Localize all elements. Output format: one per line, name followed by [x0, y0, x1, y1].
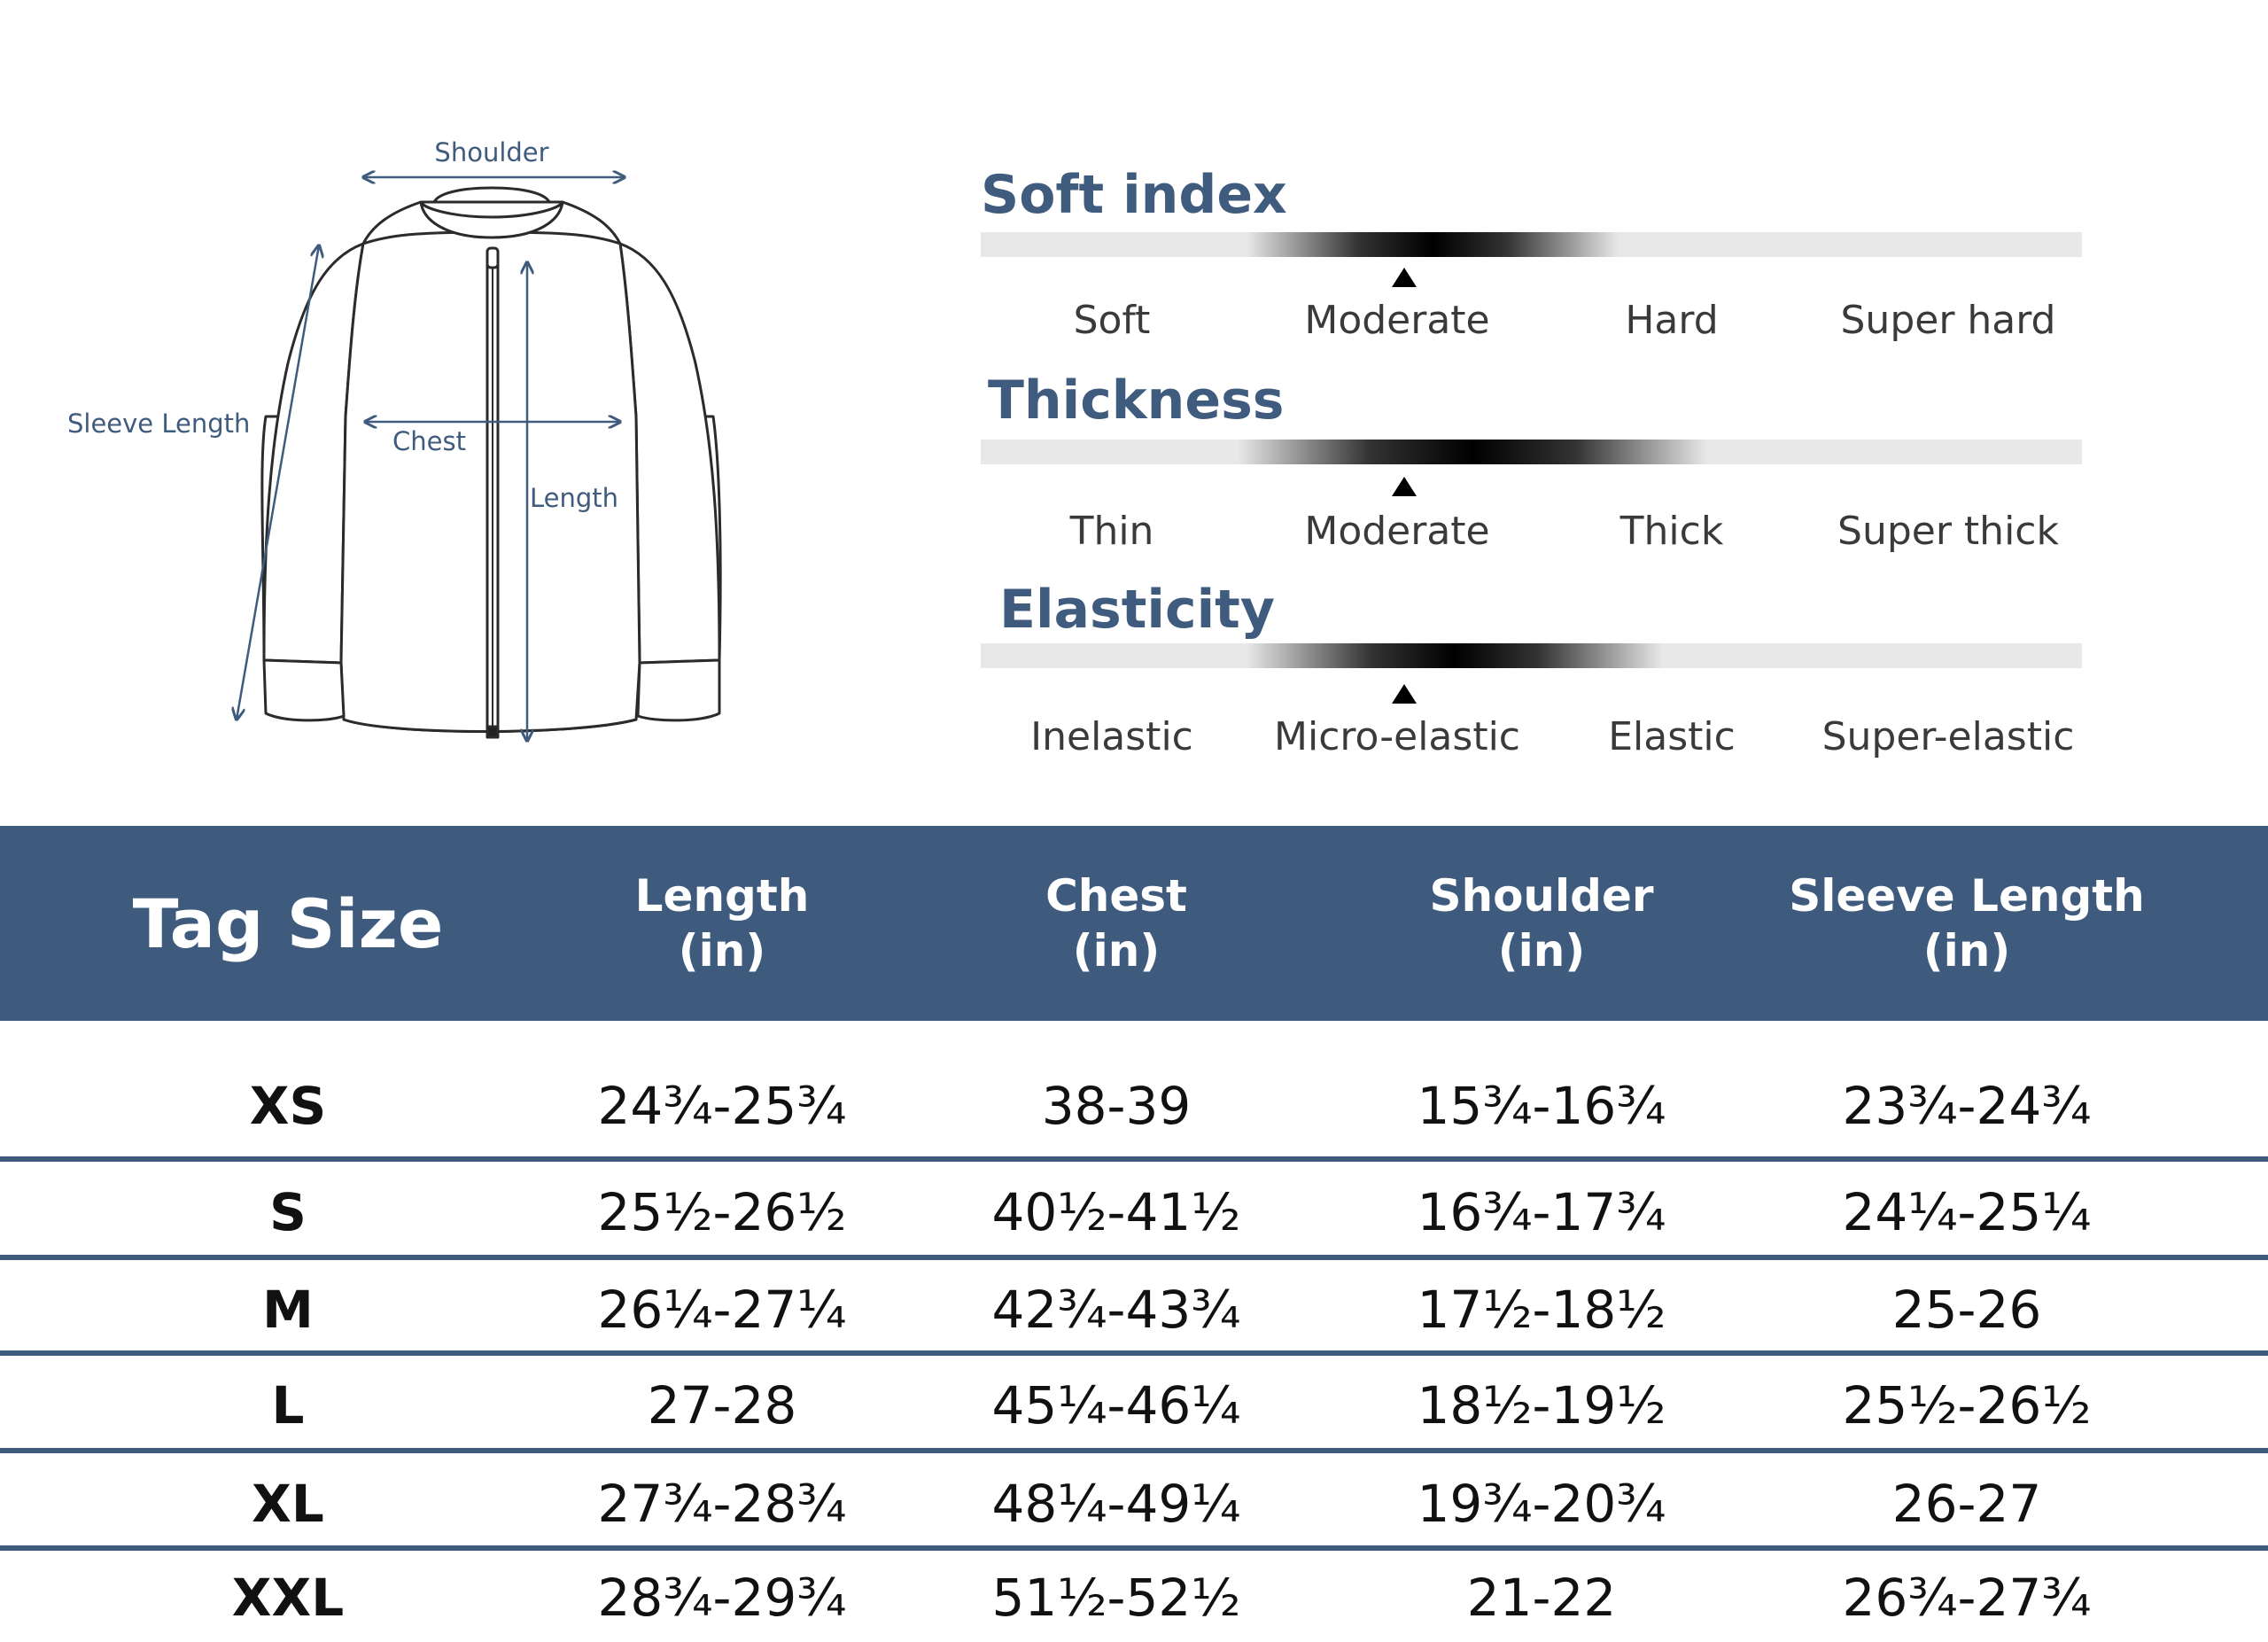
cell-length: 27¾-28¾ — [597, 1474, 847, 1534]
cell-sleeve-length: 26-27 — [1891, 1474, 2042, 1534]
cell-shoulder: 19¾-20¾ — [1417, 1474, 1666, 1534]
elasticity-option: Elastic — [1608, 714, 1736, 759]
thickness-option: Moderate — [1304, 509, 1490, 554]
cell-sleeve-length: 25½-26½ — [1842, 1375, 2092, 1436]
cell-tag-size: S — [269, 1182, 307, 1242]
thickness-option: Thin — [1069, 509, 1154, 554]
cell-shoulder: 15¾-16¾ — [1417, 1076, 1666, 1136]
elasticity-marker — [1392, 684, 1417, 704]
row-divider — [0, 1545, 2268, 1551]
cell-shoulder: 17½-18½ — [1417, 1280, 1666, 1340]
elasticity-option: Micro-elastic — [1274, 714, 1520, 759]
header-length: Length (in) — [634, 870, 810, 977]
thickness-option: Super thick — [1837, 509, 2059, 554]
header-sleeve-length: Sleeve Length (in) — [1789, 870, 2145, 977]
elasticity-options: Inelastic Micro-elastic Elastic Super-el… — [981, 711, 2082, 764]
cell-tag-size: XS — [249, 1076, 327, 1136]
thickness-bar — [981, 440, 2082, 464]
row-divider — [0, 1350, 2268, 1356]
cell-shoulder: 16¾-17¾ — [1417, 1182, 1666, 1242]
cell-chest: 45¼-46¼ — [991, 1375, 1241, 1436]
soft-index-title: Soft index — [981, 164, 1287, 226]
table-row: S 25½-26½ 40½-41½ 16¾-17¾ 24¼-25¼ — [0, 1177, 2268, 1248]
cell-length: 28¾-29¾ — [597, 1568, 847, 1628]
table-row: M 26¼-27¼ 42¾-43¾ 17½-18½ 25-26 — [0, 1274, 2268, 1345]
row-divider — [0, 1255, 2268, 1260]
table-row: XL 27¾-28¾ 48¼-49¼ 19¾-20¾ 26-27 — [0, 1468, 2268, 1539]
cell-length: 27-28 — [647, 1375, 797, 1436]
elasticity-title: Elasticity — [999, 579, 1275, 641]
soft-index-option: Hard — [1625, 298, 1719, 343]
cell-length: 24¾-25¾ — [597, 1076, 847, 1136]
cell-chest: 51½-52½ — [991, 1568, 1241, 1628]
cell-tag-size: XXL — [231, 1568, 345, 1628]
table-row: L 27-28 45¼-46¼ 18½-19½ 25½-26½ — [0, 1370, 2268, 1441]
row-divider — [0, 1156, 2268, 1162]
elasticity-option: Inelastic — [1030, 714, 1193, 759]
soft-index-marker — [1392, 268, 1417, 287]
header-tag-size: Tag Size — [132, 883, 444, 963]
sleeve-length-label: Sleeve Length — [67, 409, 250, 439]
soft-index-options: Soft Moderate Hard Super hard — [981, 294, 2082, 347]
cell-tag-size: XL — [252, 1474, 324, 1534]
cell-tag-size: M — [262, 1280, 314, 1340]
elasticity-option: Super-elastic — [1821, 714, 2075, 759]
cell-length: 26¼-27¼ — [597, 1280, 847, 1340]
soft-index-option: Super hard — [1840, 298, 2056, 343]
cell-chest: 42¾-43¾ — [991, 1280, 1241, 1340]
cell-sleeve-length: 23¾-24¾ — [1842, 1076, 2092, 1136]
soft-index-option: Soft — [1073, 298, 1151, 343]
jacket-diagram: Shoulder Chest Length Sleeve Length — [67, 137, 722, 798]
soft-index-bar — [981, 232, 2082, 257]
header-shoulder: Shoulder (in) — [1429, 870, 1654, 977]
thickness-option: Thick — [1619, 509, 1724, 554]
elasticity-bar — [981, 643, 2082, 668]
thickness-marker — [1392, 477, 1417, 496]
length-label: Length — [530, 483, 618, 513]
row-divider — [0, 1448, 2268, 1453]
soft-index-option: Moderate — [1304, 298, 1490, 343]
cell-tag-size: L — [271, 1375, 305, 1436]
sleeve-length-arrow — [237, 245, 319, 720]
jacket-icon — [260, 186, 722, 739]
cell-length: 25½-26½ — [597, 1182, 847, 1242]
size-table-header: Tag Size Length (in) Chest (in) Shoulder (i… — [0, 826, 2268, 1021]
table-row: XXL 28¾-29¾ 51½-52½ 21-22 26¾-27¾ — [0, 1562, 2268, 1633]
cell-chest: 38-39 — [1041, 1076, 1192, 1136]
shoulder-label: Shoulder — [434, 137, 548, 167]
cell-sleeve-length: 26¾-27¾ — [1842, 1568, 2092, 1628]
cell-shoulder: 18½-19½ — [1417, 1375, 1666, 1436]
table-row: XS 24¾-25¾ 38-39 15¾-16¾ 23¾-24¾ — [0, 1070, 2268, 1141]
cell-chest: 40½-41½ — [991, 1182, 1241, 1242]
cell-sleeve-length: 24¼-25¼ — [1842, 1182, 2092, 1242]
thickness-title: Thickness — [988, 370, 1285, 432]
cell-shoulder: 21-22 — [1466, 1568, 1617, 1628]
header-chest: Chest (in) — [1045, 870, 1187, 977]
cell-chest: 48¼-49¼ — [991, 1474, 1241, 1534]
thickness-options: Thin Moderate Thick Super thick — [981, 505, 2082, 558]
cell-sleeve-length: 25-26 — [1891, 1280, 2042, 1340]
chest-label: Chest — [392, 426, 466, 456]
